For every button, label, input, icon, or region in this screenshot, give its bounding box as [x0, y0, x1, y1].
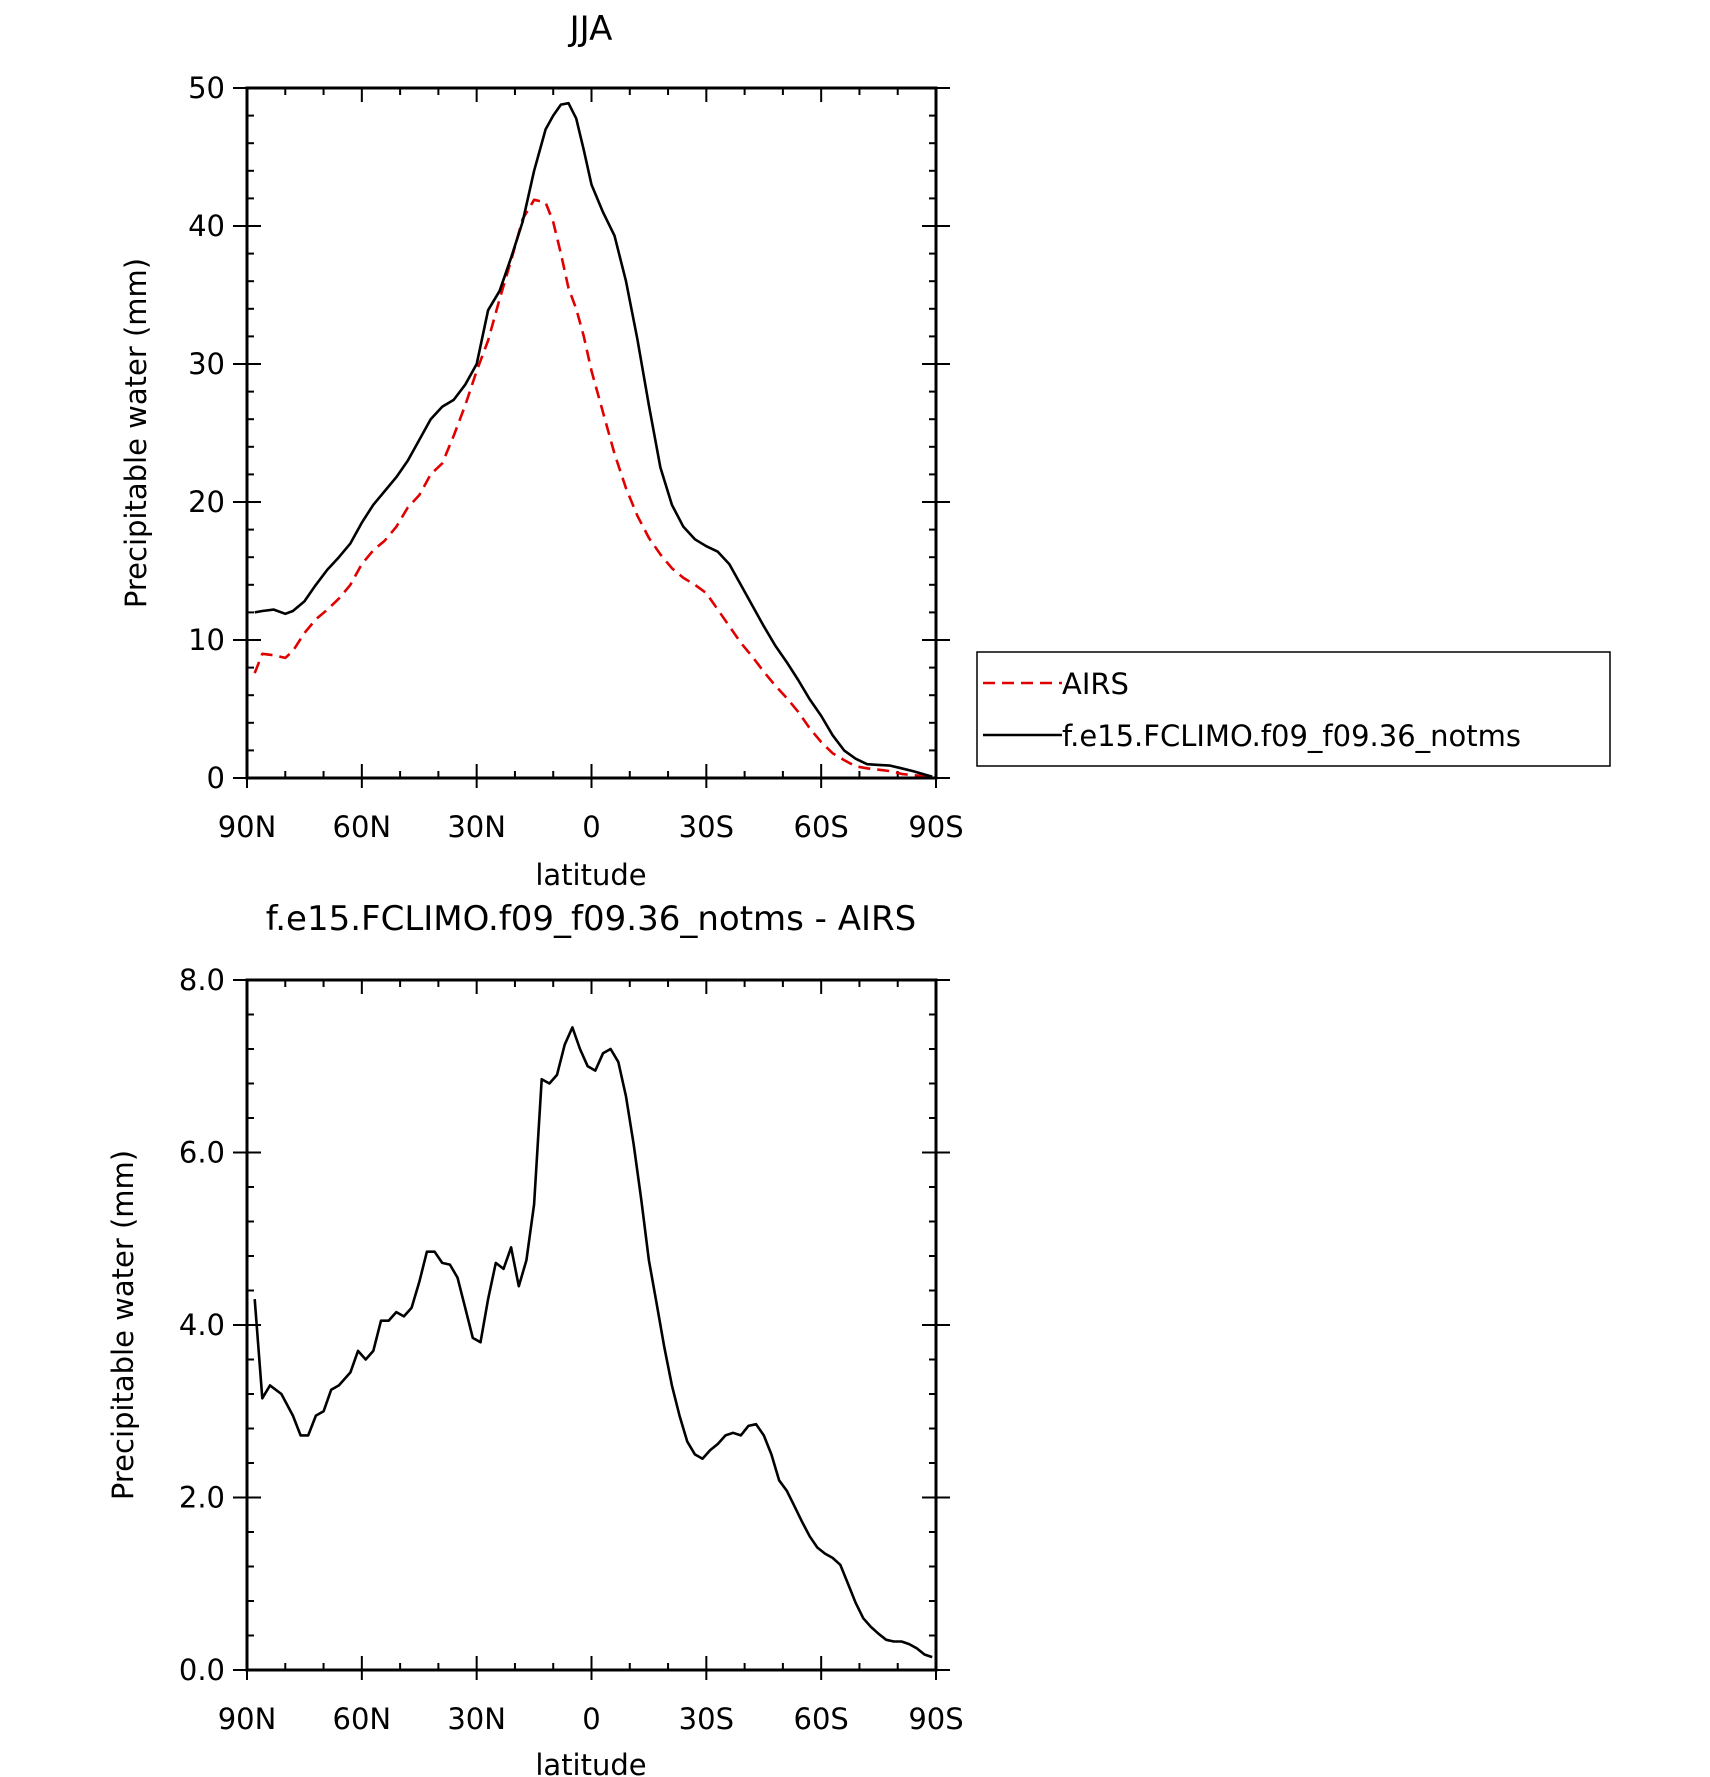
x-tick-label: 60S — [794, 810, 849, 844]
chart-title: f.e15.FCLIMO.f09_f09.36_notms - AIRS — [266, 899, 917, 939]
x-axis-label: latitude — [535, 1748, 646, 1777]
x-tick-label: 30S — [679, 1702, 734, 1736]
x-tick-label: 60N — [333, 810, 392, 844]
y-tick-label: 50 — [188, 71, 225, 105]
y-tick-label: 0.0 — [179, 1653, 225, 1687]
y-tick-label: 4.0 — [179, 1308, 225, 1342]
chart-difference: f.e15.FCLIMO.f09_f09.36_notms - AIRS 0.0… — [106, 899, 964, 1777]
x-tick-label: 60N — [333, 1702, 392, 1736]
y-tick-label: 2.0 — [179, 1481, 225, 1515]
x-tick-label: 30N — [447, 1702, 506, 1736]
legend: AIRS f.e15.FCLIMO.f09_f09.36_notms — [976, 651, 1611, 767]
y-tick-label: 8.0 — [179, 963, 225, 997]
legend-label-model: f.e15.FCLIMO.f09_f09.36_notms — [1062, 719, 1521, 753]
y-tick-labels: 0.0 2.0 4.0 6.0 8.0 — [179, 963, 225, 1687]
plot-frame — [245, 978, 938, 1672]
x-tick-labels: 90N 60N 30N 0 30S 60S 90S — [218, 810, 964, 844]
x-axis-label: latitude — [535, 858, 646, 892]
chart-title: JJA — [568, 9, 613, 49]
series-line-0 — [253, 1026, 933, 1659]
x-tick-label: 60S — [794, 1702, 849, 1736]
x-tick-label: 0 — [582, 810, 600, 844]
x-tick-labels: 90N 60N 30N 0 30S 60S 90S — [218, 1702, 964, 1736]
y-tick-label: 0 — [207, 761, 225, 795]
y-tick-labels: 0 10 20 30 40 50 — [188, 71, 225, 795]
x-tick-label: 90S — [908, 1702, 963, 1736]
y-tick-label: 20 — [188, 485, 225, 519]
series-line-1 — [254, 101, 933, 778]
series-layer — [253, 1026, 933, 1659]
y-tick-label: 30 — [188, 347, 225, 381]
series-line-0 — [253, 198, 933, 778]
x-tick-label: 30N — [447, 810, 506, 844]
plot-frame — [245, 86, 938, 780]
y-tick-label: 10 — [188, 623, 225, 657]
x-tick-label: 0 — [582, 1702, 600, 1736]
x-tick-label: 30S — [679, 810, 734, 844]
chart-jja: JJA 0 10 20 30 40 50 90N 60N 30N 0 30S 60S 90S lati… — [119, 9, 1611, 892]
ticks-layer — [233, 979, 950, 1680]
legend-box — [976, 651, 1611, 767]
series-layer — [253, 101, 933, 778]
x-tick-label: 90S — [908, 810, 963, 844]
ticks-layer — [233, 87, 950, 788]
y-tick-label: 6.0 — [179, 1136, 225, 1170]
y-tick-label: 40 — [188, 209, 225, 243]
y-axis-label: Precipitable water (mm) — [119, 258, 153, 608]
x-tick-label: 90N — [218, 810, 277, 844]
x-tick-label: 90N — [218, 1702, 277, 1736]
legend-label-airs: AIRS — [1062, 667, 1129, 701]
y-axis-label: Precipitable water (mm) — [106, 1150, 140, 1500]
